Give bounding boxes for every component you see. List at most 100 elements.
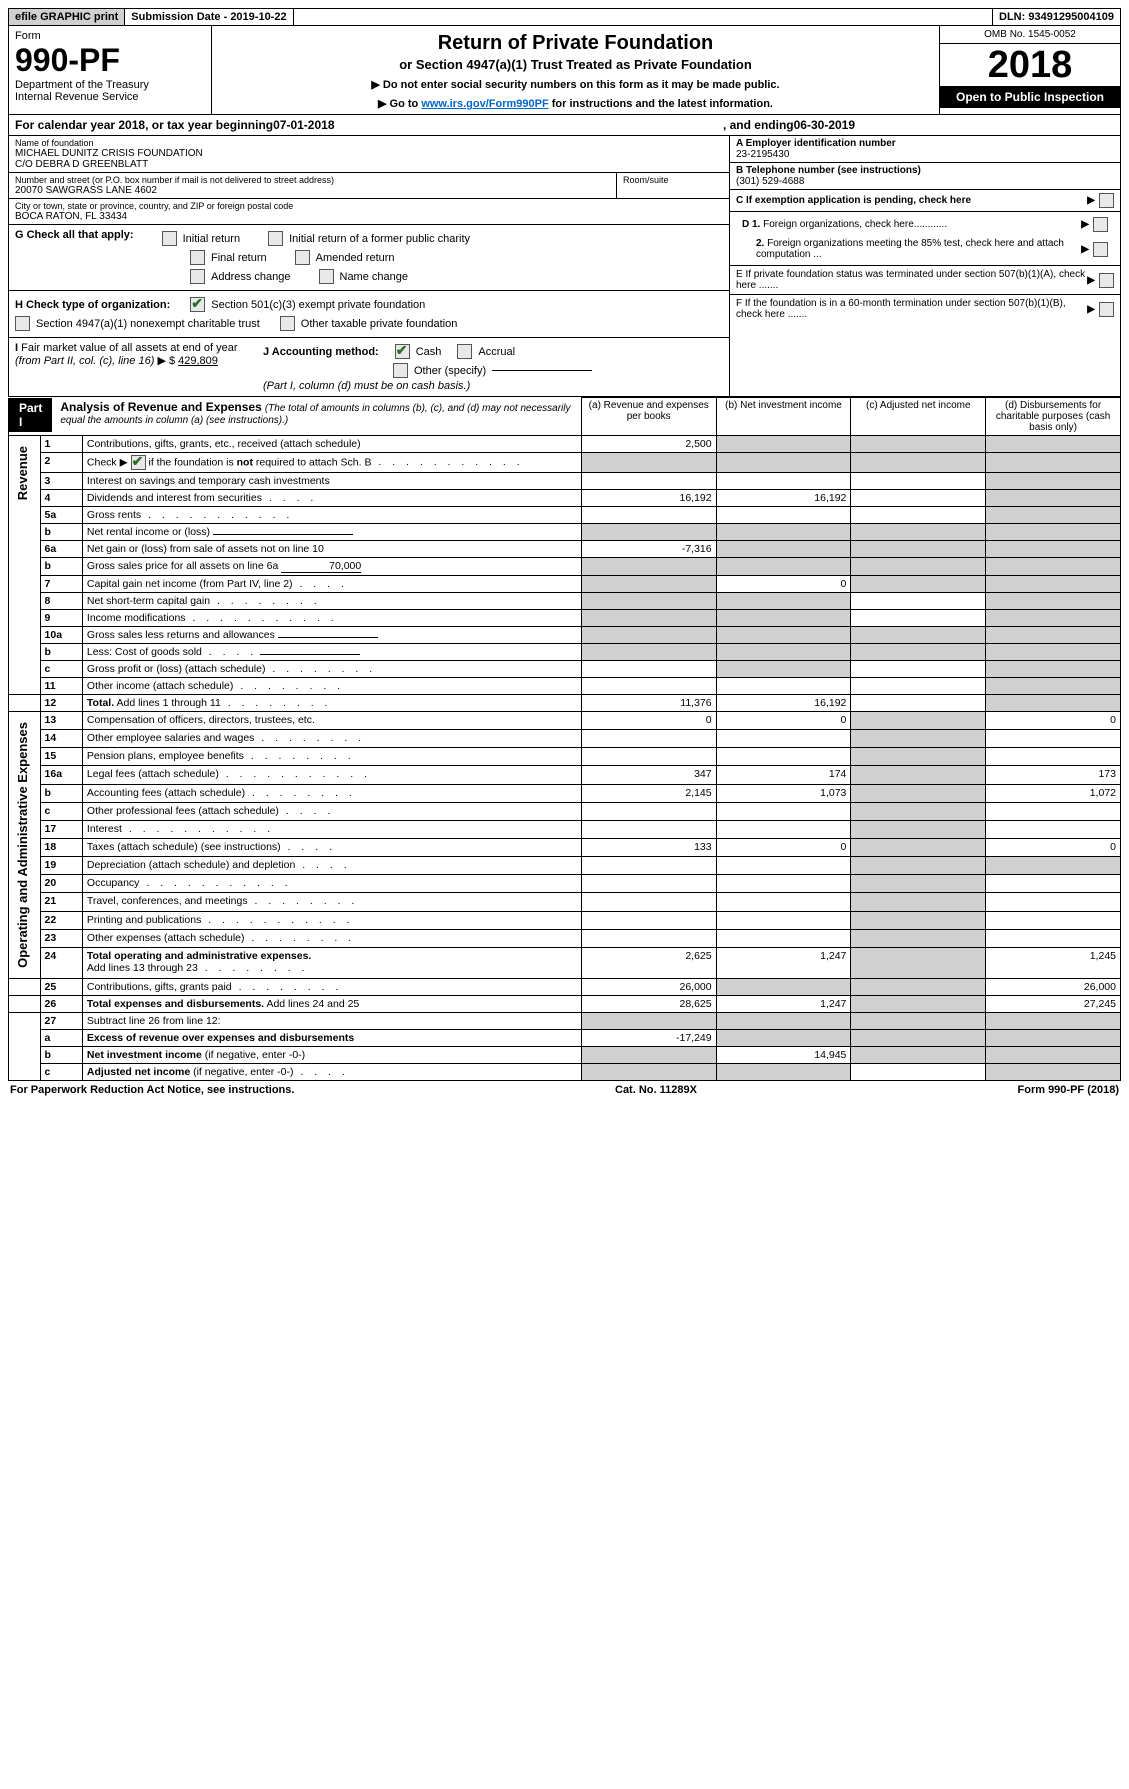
check-D2[interactable] <box>1093 242 1108 257</box>
check-other-taxable[interactable] <box>280 316 295 331</box>
table-row: 15Pension plans, employee benefits <box>9 748 1121 766</box>
J-note: (Part I, column (d) must be on cash basi… <box>263 380 723 392</box>
check-other-method[interactable] <box>393 363 408 378</box>
table-row: 9Income modifications <box>9 610 1121 627</box>
D2-label: 2. Foreign organizations meeting the 85%… <box>742 238 1081 260</box>
check-E[interactable] <box>1099 273 1114 288</box>
city-cell: City or town, state or province, country… <box>9 199 729 225</box>
opt-amended-return: Amended return <box>316 252 395 264</box>
check-initial-former[interactable] <box>268 231 283 246</box>
B-value: (301) 529-4688 <box>736 176 1114 187</box>
table-row: 8Net short-term capital gain <box>9 593 1121 610</box>
table-row: 17Interest <box>9 820 1121 838</box>
table-row: bLess: Cost of goods sold <box>9 644 1121 661</box>
table-row: 3Interest on savings and temporary cash … <box>9 473 1121 490</box>
table-row: 6aNet gain or (loss) from sale of assets… <box>9 541 1121 558</box>
ssn-warning: ▶ Do not enter social security numbers o… <box>218 78 933 91</box>
efile-print-button[interactable]: efile GRAPHIC print <box>9 9 125 25</box>
foundation-name-cell: Name of foundation MICHAEL DUNITZ CRISIS… <box>9 136 729 173</box>
table-row: 27Subtract line 26 from line 12: <box>9 1012 1121 1029</box>
B-label: B Telephone number (see instructions) <box>736 165 1114 176</box>
check-address-change[interactable] <box>190 269 205 284</box>
check-schB[interactable] <box>131 455 146 470</box>
footer-left: For Paperwork Reduction Act Notice, see … <box>10 1084 294 1096</box>
check-amended-return[interactable] <box>295 250 310 265</box>
table-row: Revenue 1 Contributions, gifts, grants, … <box>9 436 1121 453</box>
table-row: 23Other expenses (attach schedule) <box>9 929 1121 947</box>
irs-link[interactable]: www.irs.gov/Form990PF <box>421 98 548 110</box>
city-label: City or town, state or province, country… <box>15 201 723 211</box>
irs-label: Internal Revenue Service <box>15 91 205 103</box>
opt-other-method: Other (specify) <box>414 365 486 377</box>
room-label: Room/suite <box>623 175 723 185</box>
cal-mid: , and ending <box>723 118 794 132</box>
check-name-change[interactable] <box>319 269 334 284</box>
calendar-year-row: For calendar year 2018, or tax year begi… <box>8 115 1121 136</box>
tax-year: 2018 <box>940 44 1120 86</box>
note2-pre: ▶ Go to <box>378 98 421 110</box>
I-value: 429,809 <box>178 355 218 367</box>
opt-501c3: Section 501(c)(3) exempt private foundat… <box>211 299 425 311</box>
check-final-return[interactable] <box>190 250 205 265</box>
name-label: Name of foundation <box>15 138 723 148</box>
table-row: 25Contributions, gifts, grants paid 26,0… <box>9 978 1121 995</box>
address-row: Number and street (or P.O. box number if… <box>9 173 729 199</box>
opt-final-return: Final return <box>211 252 267 264</box>
col-c-header: (c) Adjusted net income <box>851 398 986 436</box>
table-row: Operating and Administrative Expenses 13… <box>9 712 1121 730</box>
check-cash[interactable] <box>395 344 410 359</box>
check-4947[interactable] <box>15 316 30 331</box>
table-row: 4Dividends and interest from securities … <box>9 490 1121 507</box>
check-accrual[interactable] <box>457 344 472 359</box>
E-label: E If private foundation status was termi… <box>736 269 1087 291</box>
section-IJ: I Fair market value of all assets at end… <box>9 338 729 396</box>
table-row: bGross sales price for all assets on lin… <box>9 558 1121 576</box>
table-row: cAdjusted net income (if negative, enter… <box>9 1063 1121 1080</box>
col-b-header: (b) Net investment income <box>716 398 851 436</box>
arrow-icon: ▶ <box>1087 195 1095 206</box>
E-cell: E If private foundation status was termi… <box>730 266 1120 295</box>
table-row: 2 Check ▶ if the foundation is not requi… <box>9 453 1121 473</box>
part1-badge: Part I <box>9 398 52 432</box>
table-row: bNet rental income or (loss) <box>9 524 1121 541</box>
footer-mid: Cat. No. 11289X <box>615 1084 697 1096</box>
table-row: 11Other income (attach schedule) <box>9 678 1121 695</box>
form-word: Form <box>15 30 205 42</box>
H-label: H Check type of organization: <box>15 299 170 311</box>
check-C[interactable] <box>1099 193 1114 208</box>
city-value: BOCA RATON, FL 33434 <box>15 211 723 222</box>
form-title: Return of Private Foundation <box>218 32 933 55</box>
table-row: 18Taxes (attach schedule) (see instructi… <box>9 838 1121 856</box>
cal-prefix: For calendar year 2018, or tax year begi… <box>15 118 273 132</box>
omb-number: OMB No. 1545-0052 <box>940 26 1120 44</box>
foundation-name: MICHAEL DUNITZ CRISIS FOUNDATION <box>15 148 723 159</box>
opt-accrual: Accrual <box>478 346 515 358</box>
check-initial-return[interactable] <box>162 231 177 246</box>
footer-right: Form 990-PF (2018) <box>1018 1084 1120 1096</box>
col-d-header: (d) Disbursements for charitable purpose… <box>986 398 1121 436</box>
table-row: 5aGross rents <box>9 507 1121 524</box>
table-row: 14Other employee salaries and wages <box>9 730 1121 748</box>
form-header: Form 990-PF Department of the Treasury I… <box>8 26 1121 115</box>
section-H: H Check type of organization: Section 50… <box>9 291 729 338</box>
table-row: 26Total expenses and disbursements. Add … <box>9 995 1121 1012</box>
A-label: A Employer identification number <box>736 138 1114 149</box>
check-F[interactable] <box>1099 302 1114 317</box>
top-bar: efile GRAPHIC print Submission Date - 20… <box>8 8 1121 26</box>
arrow-icon: ▶ <box>1087 304 1095 315</box>
table-row: bAccounting fees (attach schedule) 2,145… <box>9 784 1121 802</box>
col-a-header: (a) Revenue and expenses per books <box>581 398 716 436</box>
info-grid: Name of foundation MICHAEL DUNITZ CRISIS… <box>8 136 1121 397</box>
check-501c3[interactable] <box>190 297 205 312</box>
table-row: cGross profit or (loss) (attach schedule… <box>9 661 1121 678</box>
submission-date: Submission Date - 2019-10-22 <box>125 9 293 25</box>
check-D1[interactable] <box>1093 217 1108 232</box>
C-cell: C If exemption application is pending, c… <box>730 190 1120 212</box>
opt-initial-return: Initial return <box>183 233 240 245</box>
table-row: 19Depreciation (attach schedule) and dep… <box>9 857 1121 875</box>
open-to-public: Open to Public Inspection <box>940 86 1120 108</box>
expenses-side-label: Operating and Administrative Expenses <box>13 714 32 976</box>
table-row: 20Occupancy <box>9 875 1121 893</box>
I-label: I Fair market value of all assets at end… <box>15 342 255 367</box>
opt-cash: Cash <box>416 346 442 358</box>
